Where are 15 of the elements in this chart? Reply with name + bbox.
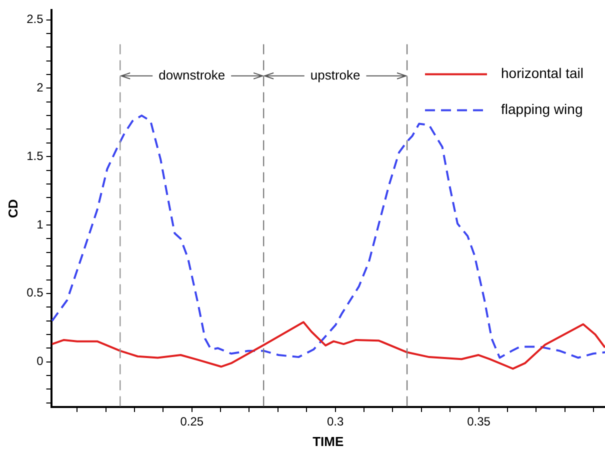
- y-tick-label: 2.5: [26, 12, 44, 26]
- legend-label: flapping wing: [501, 101, 583, 118]
- y-axis-title: CD: [5, 199, 20, 218]
- annotation: upstroke: [310, 67, 360, 82]
- x-tick-label: 0.25: [180, 414, 204, 429]
- y-tick-label: 1: [36, 217, 44, 232]
- legend-label: horizontal tail: [501, 65, 584, 82]
- y-tick-label: 1.5: [26, 148, 44, 163]
- x-tick-label: 0.35: [467, 414, 491, 429]
- y-tick-label: 2: [36, 80, 44, 95]
- y-tick-label: 0.5: [26, 286, 44, 300]
- x-axis-title: TIME: [312, 434, 344, 449]
- y-tick-label: 0: [36, 354, 44, 368]
- annotation: downstroke: [158, 67, 226, 82]
- x-tick-label: 0.3: [326, 414, 344, 429]
